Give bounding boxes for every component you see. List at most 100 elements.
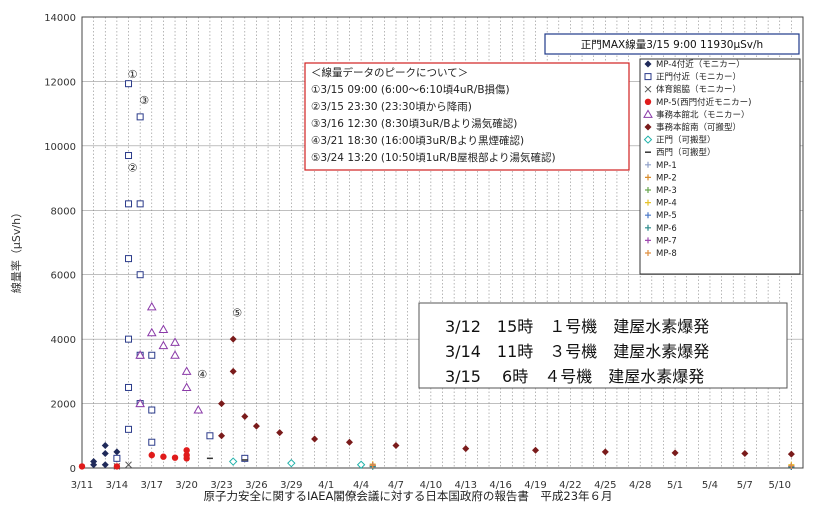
data-point [125, 461, 132, 469]
data-point [160, 453, 167, 460]
data-point [276, 429, 284, 437]
peak-marker-label: ③ [139, 94, 149, 107]
data-point [136, 200, 144, 208]
data-point [183, 447, 190, 454]
y-tick-label: 0 [70, 464, 76, 475]
data-point [113, 454, 121, 462]
y-tick-label: 12000 [44, 77, 76, 88]
legend-label: MP-4 [656, 199, 677, 209]
legend-label: MP-1 [656, 161, 677, 171]
legend-label: MP-8 [656, 249, 677, 259]
legend-label: MP-7 [656, 236, 677, 246]
data-point [228, 457, 238, 466]
x-tick-label: 4/10 [420, 480, 442, 491]
peak-line-2: ②3/15 23:30 (23:30頃から降雨) [311, 100, 472, 113]
peak-marker-label: ⑤ [232, 307, 242, 320]
peak-line-4: ④3/21 18:30 (16:00頃3uR/Bより黒煙確認) [311, 134, 524, 147]
data-point [218, 432, 226, 440]
peak-marker-label: ② [128, 162, 138, 175]
legend-marker [644, 123, 652, 131]
data-point [532, 446, 540, 454]
legend-marker [643, 109, 653, 118]
data-point [146, 327, 157, 337]
x-tick-label: 3/17 [141, 480, 163, 491]
legend-label: 体育館脇（モニカー） [656, 84, 741, 95]
peak-marker-label: ④ [197, 368, 207, 381]
event-1: 3/12 15時 １号機 建屋水素爆発 [445, 317, 709, 336]
axes: 0 2000 4000 6000 8000 10000 12000 14000 3/11 3/14… [44, 13, 804, 491]
peak-marker-label: ① [128, 68, 138, 81]
y-axis-label: 線量率（μSv/h） [9, 207, 23, 293]
data-point [125, 80, 133, 88]
x-tick-label: 4/16 [489, 480, 511, 491]
data-point [601, 448, 609, 456]
data-point [671, 449, 679, 457]
data-point [392, 441, 400, 449]
data-point [206, 432, 214, 440]
data-point [135, 350, 146, 359]
data-point [148, 438, 156, 446]
x-tick-label: 5/1 [667, 480, 683, 491]
marks [78, 80, 795, 471]
data-point [241, 454, 249, 462]
events-box: 3/12 15時 １号機 建屋水素爆発 3/14 11時 ３号機 建屋水素爆発 … [418, 302, 788, 389]
legend-marker [643, 135, 653, 144]
x-tick-label: 4/13 [455, 480, 477, 491]
peak-line-3: ③3/16 12:30 (8:30頃3uR/Bより湯気確認) [311, 117, 517, 130]
data-point [287, 458, 296, 468]
data-point [229, 367, 237, 375]
legend-marker [645, 199, 651, 206]
data-point [369, 462, 376, 469]
peak-box: ＜線量データのピークについて＞ ①3/15 09:00 (6:00～6:10頃4… [304, 62, 630, 171]
x-tick-label: 4/1 [318, 480, 334, 491]
legend-label: MP-5 [656, 211, 677, 221]
data-point [345, 438, 353, 446]
legend: MP-4付近（モニカー） 正門付近（モニカー）体育館脇（モニカー） MP-5(西門付… [639, 58, 801, 275]
peak-markers: ① ② ③ ④ ⑤ [128, 68, 243, 381]
x-tick-label: 3/23 [210, 480, 232, 491]
data-point [148, 406, 156, 414]
event-3: 3/15 6時 ４号機 建屋水素爆発 [445, 367, 704, 386]
data-point [113, 448, 121, 456]
data-point [788, 462, 795, 469]
y-tick-label: 8000 [51, 206, 76, 217]
legend-marker [645, 174, 651, 181]
x-tick-label: 4/28 [629, 480, 651, 491]
x-tick-label: 3/20 [175, 480, 197, 491]
data-point [171, 454, 179, 461]
data-point [311, 435, 319, 443]
legend-label: MP-4付近（モニカー） [656, 59, 745, 70]
x-tick-label: 5/7 [737, 480, 753, 491]
peak-box-title: ＜線量データのピークについて＞ [311, 66, 468, 79]
data-point [181, 366, 192, 375]
data-point [787, 450, 795, 458]
y-tick-label: 10000 [44, 142, 76, 153]
source-caption: 原子力安全に関するIAEA閣僚会議に対する日本国政府の報告書 平成23年６月 [203, 489, 612, 503]
peak-line-5: ⑤3/24 13:20 (10:50頃1uR/B屋根部より湯気確認) [311, 151, 556, 164]
x-tick-label: 3/26 [245, 480, 267, 491]
data-point [125, 152, 133, 160]
legend-label: MP-3 [656, 186, 677, 196]
data-point [136, 113, 144, 121]
legend-label: 正門付近（モニカー） [656, 72, 741, 83]
data-point [146, 301, 157, 311]
legend-marker [645, 224, 651, 231]
y-tick-label: 14000 [44, 13, 76, 24]
x-tick-label: 3/29 [280, 480, 302, 491]
data-point [125, 255, 133, 263]
data-point [229, 335, 237, 343]
data-point [101, 450, 109, 458]
x-tick-label: 5/10 [769, 480, 791, 491]
legend-label: 事務本館北（モニカー） [656, 109, 750, 120]
legend-label: 西門（可搬型） [656, 147, 716, 158]
data-point [218, 400, 226, 408]
legend-label: 事務本館南（可搬型） [656, 122, 741, 133]
legend-label: MP-2 [656, 173, 677, 183]
legend-marker [644, 73, 652, 81]
legend-marker [645, 212, 651, 219]
max-note-text: 正門MAX線量3/15 9:00 11930μSv/h [581, 38, 763, 51]
y-tick-label: 6000 [51, 271, 76, 282]
data-point [136, 271, 144, 279]
x-tick-label: 4/7 [388, 480, 404, 491]
data-point [158, 324, 169, 333]
